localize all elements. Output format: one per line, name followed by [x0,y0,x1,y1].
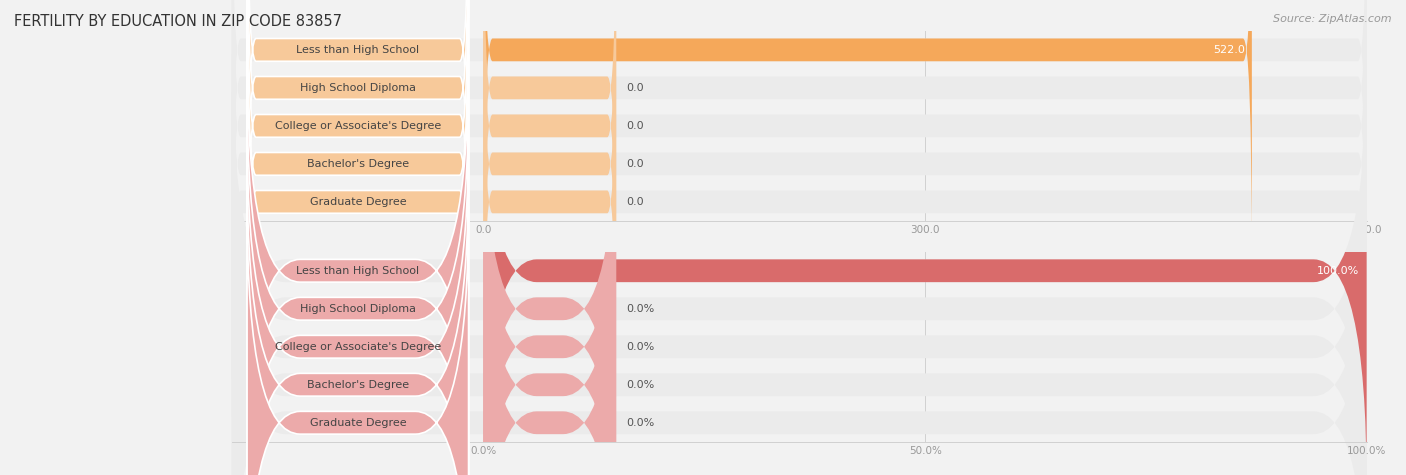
Text: Less than High School: Less than High School [297,266,419,276]
Text: 0.0%: 0.0% [627,380,655,390]
FancyBboxPatch shape [247,0,468,380]
Text: College or Associate's Degree: College or Associate's Degree [274,121,441,131]
FancyBboxPatch shape [232,130,1367,475]
FancyBboxPatch shape [232,206,1367,475]
FancyBboxPatch shape [232,0,1367,342]
Text: Bachelor's Degree: Bachelor's Degree [307,159,409,169]
FancyBboxPatch shape [247,130,468,475]
FancyBboxPatch shape [484,130,616,475]
Text: 0.0: 0.0 [627,197,644,207]
Text: 0.0: 0.0 [627,83,644,93]
Text: High School Diploma: High School Diploma [299,83,416,93]
FancyBboxPatch shape [484,168,616,475]
Text: Bachelor's Degree: Bachelor's Degree [307,380,409,390]
FancyBboxPatch shape [247,92,468,475]
Text: Less than High School: Less than High School [297,45,419,55]
FancyBboxPatch shape [247,0,468,418]
Text: College or Associate's Degree: College or Associate's Degree [274,342,441,352]
Text: Graduate Degree: Graduate Degree [309,418,406,428]
FancyBboxPatch shape [484,92,616,475]
FancyBboxPatch shape [247,206,468,475]
FancyBboxPatch shape [232,92,1367,475]
Text: 0.0%: 0.0% [627,304,655,314]
FancyBboxPatch shape [232,0,1367,304]
FancyBboxPatch shape [247,168,468,475]
FancyBboxPatch shape [232,54,1367,475]
FancyBboxPatch shape [484,0,616,418]
Text: Source: ZipAtlas.com: Source: ZipAtlas.com [1274,14,1392,24]
FancyBboxPatch shape [247,0,468,266]
FancyBboxPatch shape [232,0,1367,418]
FancyBboxPatch shape [484,0,616,380]
FancyBboxPatch shape [232,0,1367,266]
FancyBboxPatch shape [247,0,468,304]
Text: 0.0: 0.0 [627,159,644,169]
FancyBboxPatch shape [484,54,1367,475]
FancyBboxPatch shape [484,0,616,304]
Text: 0.0%: 0.0% [627,418,655,428]
FancyBboxPatch shape [232,0,1367,380]
FancyBboxPatch shape [484,0,1251,266]
Text: 0.0: 0.0 [627,121,644,131]
FancyBboxPatch shape [247,54,468,475]
Text: FERTILITY BY EDUCATION IN ZIP CODE 83857: FERTILITY BY EDUCATION IN ZIP CODE 83857 [14,14,342,29]
Text: High School Diploma: High School Diploma [299,304,416,314]
FancyBboxPatch shape [484,0,616,342]
Text: Graduate Degree: Graduate Degree [309,197,406,207]
Text: 100.0%: 100.0% [1317,266,1360,276]
FancyBboxPatch shape [484,206,616,475]
FancyBboxPatch shape [247,0,468,342]
Text: 0.0%: 0.0% [627,342,655,352]
FancyBboxPatch shape [232,168,1367,475]
Text: 522.0: 522.0 [1213,45,1244,55]
